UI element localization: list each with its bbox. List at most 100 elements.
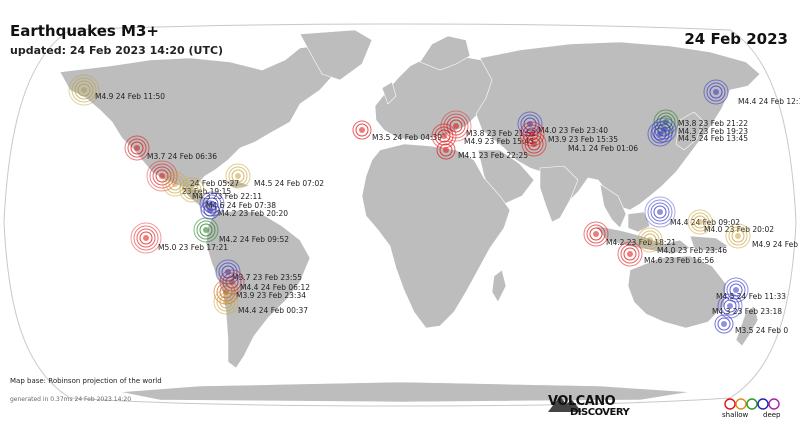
earthquake-ring [643, 233, 657, 247]
japan [675, 111, 705, 151]
earthquake-marker[interactable]: M4.9 24 Feb 05: [725, 223, 800, 249]
earthquake-ring [436, 140, 456, 160]
depth-legend-rings [724, 398, 780, 410]
earthquake-ring [228, 166, 248, 186]
earthquake-marker[interactable]: M4.6 23 Feb 16:56 [617, 241, 714, 267]
land [59, 29, 761, 403]
earthquake-ring [139, 231, 153, 245]
generated-note: generated in 0.37ms 24 Feb 2023 14:20 [10, 396, 132, 403]
earthquake-marker[interactable]: M4.3 23 Feb 23:18 [712, 293, 782, 319]
earthquake-ring [693, 215, 707, 229]
earthquake-epicenter [203, 227, 209, 233]
earthquake-marker[interactable]: M3.5 24 Feb 0 [714, 314, 788, 335]
depth-legend: shallow deep [718, 398, 790, 422]
earthquake-ring [199, 223, 213, 237]
earthquake-epicenter [593, 231, 599, 237]
earthquake-label: M4.4 24 Feb 12:15 [738, 97, 800, 106]
earthquake-ring [714, 314, 734, 334]
earthquake-label: M4.2 24 Feb 09:52 [219, 235, 289, 244]
earthquake-ring [723, 299, 737, 313]
earthquake-epicenter [134, 145, 140, 151]
earthquake-label: M3.9 23 Feb 15:35 [548, 135, 618, 144]
earthquake-ring [182, 180, 202, 200]
earthquake-marker[interactable]: M4.1 23 Feb 22:25 [436, 140, 528, 160]
earthquake-label: M4.6 24 Feb 07:38 [206, 201, 276, 210]
earthquake-marker[interactable]: M4.9 24 Feb 11:50 [68, 74, 165, 106]
earthquake-epicenter [735, 233, 741, 239]
earthquake-epicenter [733, 287, 739, 293]
earthquake-marker[interactable]: M4.0 23 Feb 23:46 [637, 227, 727, 255]
earthquake-label: M4.3 23 Feb 22:11 [192, 192, 262, 201]
earthquake-label: M4.4 24 Feb 09:02 [670, 218, 740, 227]
earthquake-marker[interactable]: M5.0 23 Feb 17:21 [130, 222, 228, 254]
earthquake-label: M3.5 24 Feb 0 [735, 326, 788, 335]
antarctica [119, 381, 691, 403]
earthquake-ring [731, 229, 745, 243]
british-isles [381, 81, 397, 105]
earthquake-ring [620, 244, 640, 264]
updated-timestamp: updated: 24 Feb 2023 14:20 (UTC) [10, 44, 224, 57]
earthquake-ring [439, 143, 453, 157]
earthquake-ring [650, 124, 670, 144]
earthquake-label: 24 Feb 05:27 [190, 179, 239, 188]
earthquake-epicenter [713, 89, 719, 95]
earthquake-ring [74, 80, 94, 100]
earthquake-marker[interactable]: M3.7 23 Feb 23:55 [215, 259, 302, 285]
australia [627, 255, 727, 329]
earthquake-label: M3.8 23 Feb 21:52 [466, 129, 536, 138]
earthquake-marker[interactable]: M3.7 24 Feb 06:36 [124, 135, 217, 161]
earthquake-ring [231, 169, 245, 183]
earthquake-label: M4.5 24 Feb 13:45 [678, 134, 748, 143]
earthquake-ring [219, 295, 233, 309]
earthquake-marker[interactable]: M4.4 24 Feb 09:02 [644, 196, 740, 228]
earthquake-epicenter [443, 147, 449, 153]
volcano-discovery-logo[interactable]: VOLCANO DISCOVERY [548, 394, 658, 420]
earthquake-ring [196, 220, 216, 240]
earthquake-label: M3.9 23 Feb 23:34 [236, 291, 306, 300]
earthquake-ring [583, 221, 609, 247]
earthquake-ring [623, 247, 637, 261]
earthquake-marker[interactable]: M3.8 23 Feb 21:52 [440, 110, 536, 142]
earthquake-marker[interactable]: M4.4 24 Feb 00:37 [213, 289, 308, 315]
earthquake-marker[interactable]: M4.4 24 Feb 12:15 [703, 79, 800, 106]
earthquake-ring [130, 141, 144, 155]
earthquake-ring [165, 174, 185, 194]
earthquake-ring [523, 117, 537, 131]
earthquake-marker[interactable]: M4.2 24 Feb 09:52 [193, 217, 289, 244]
earthquake-marker[interactable]: M4.0 23 Feb 20:02 [687, 209, 774, 235]
earthquake-ring [133, 225, 159, 251]
earthquake-ring [717, 317, 731, 331]
earthquake-marker[interactable]: M4.5 24 Feb 13:45 [647, 121, 748, 147]
earthquake-marker[interactable]: 24 Feb 05:27 [146, 160, 239, 192]
south-america [205, 209, 311, 369]
earthquake-ring [723, 277, 749, 303]
earthquake-marker[interactable]: M3.5 24 Feb 04:39 [352, 120, 442, 142]
map-base-note: Map base: Robinson projection of the wor… [10, 377, 162, 385]
earthquake-ring [525, 127, 539, 141]
earthquake-ring [352, 120, 372, 140]
earthquake-marker[interactable]: M4.5 24 Feb 07:02 [225, 163, 324, 189]
earthquake-ring [130, 222, 162, 254]
earthquake-ring [434, 126, 454, 146]
earthquake-marker[interactable]: 23 Feb 19:15 [162, 171, 231, 197]
earthquake-marker[interactable]: M4.9 23 Feb 15:43 [431, 123, 534, 149]
earthquake-label: M3.7 24 Feb 06:36 [147, 152, 217, 161]
earthquake-ring [717, 293, 743, 319]
volcano-logo-icon [548, 396, 582, 412]
borneo [627, 211, 651, 233]
earthquake-label: M4.2 23 Feb 20:20 [218, 209, 288, 218]
africa [361, 143, 511, 329]
earthquake-marker[interactable]: M4.3 23 Feb 22:11 [179, 177, 262, 203]
earthquake-label: M4.0 23 Feb 23:40 [538, 126, 608, 135]
earthquake-label: M5.0 23 Feb 17:21 [158, 243, 228, 252]
earthquake-ring [709, 85, 723, 99]
brand-discovery: DISCOVERY [570, 407, 630, 418]
earthquake-epicenter [81, 87, 87, 93]
greenland [299, 29, 373, 81]
earthquake-label: M4.1 23 Feb 22:25 [458, 151, 528, 160]
earthquake-marker[interactable]: M4.1 24 Feb 01:06 [521, 131, 638, 157]
earthquake-ring [720, 296, 740, 316]
earthquake-label: M4.4 24 Feb 06:12 [240, 283, 310, 292]
earthquake-ring [647, 121, 673, 147]
earthquake-epicenter [441, 133, 447, 139]
